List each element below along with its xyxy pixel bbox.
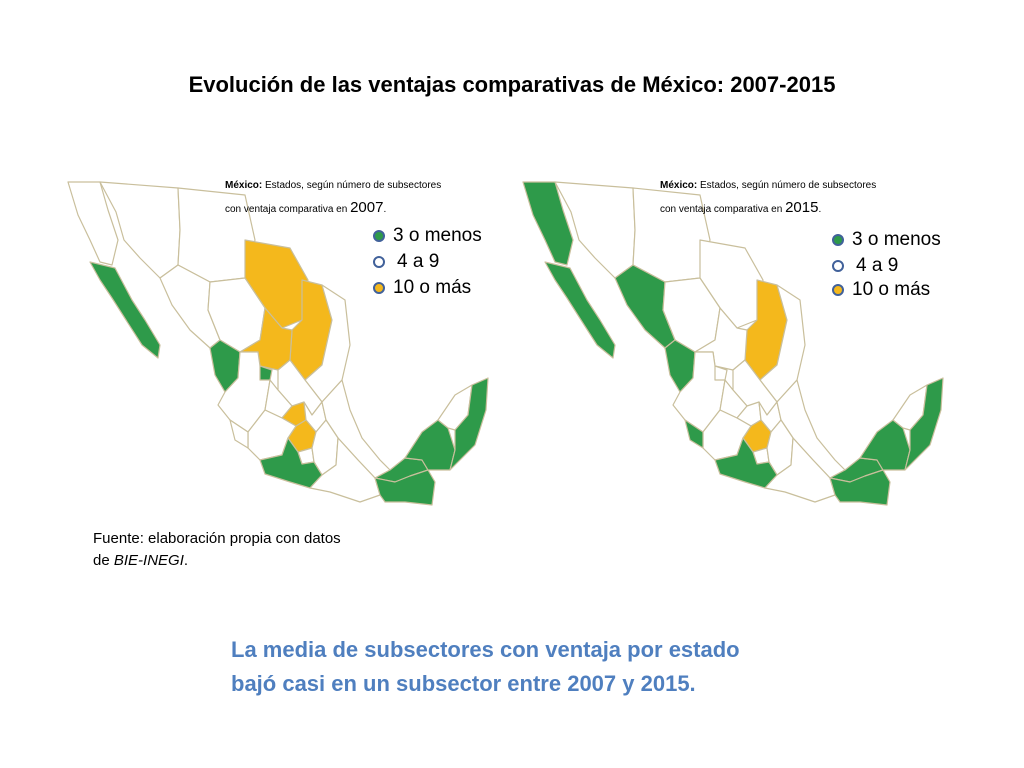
map-mexico-2015: [522, 181, 944, 506]
state-zacatecas: [239, 307, 293, 371]
state-colima: [684, 419, 704, 449]
legend-item-low: 3 o menos: [373, 225, 482, 247]
source-suffix: .: [183, 552, 189, 569]
conclusion-text: La media de subsectores con ventaja por …: [231, 633, 740, 701]
state-baja-california-sur: [544, 261, 616, 359]
legend-label: 4 a 9: [397, 251, 440, 272]
legend-label: 4 a 9: [856, 255, 899, 276]
state-colima: [229, 419, 249, 449]
source-italic: BIE-INEGI: [113, 552, 184, 569]
caption-line1: Estados, según número de subsectores: [262, 180, 442, 191]
source-note: Fuente: elaboración propia con datos de …: [93, 528, 341, 572]
legend-dot-high: [373, 282, 385, 294]
map-mexico-2007: [67, 181, 489, 506]
caption-end: .: [383, 204, 387, 215]
legend-dot-low: [832, 234, 844, 246]
state-quintana-roo: [449, 377, 489, 471]
source-line1: Fuente: elaboración propia con datos: [93, 530, 341, 547]
map-caption-2015: México: Estados, según número de subsect…: [660, 175, 876, 221]
state-baja-california-sur: [89, 261, 161, 359]
legend-item-mid: 4 a 9: [373, 251, 439, 273]
caption-bold: México:: [225, 180, 263, 191]
state-guerrero: [259, 437, 323, 489]
caption-line1: Estados, según número de subsectores: [697, 180, 877, 191]
legend-item-low: 3 o menos: [832, 229, 941, 251]
legend-item-high: 10 o más: [373, 277, 471, 299]
conclusion-line1: La media de subsectores con ventaja por …: [231, 637, 740, 662]
legend-label: 10 o más: [393, 277, 472, 298]
conclusion-line2: bajó casi en un subsector entre 2007 y 2…: [231, 671, 696, 696]
state-quintana-roo: [904, 377, 944, 471]
legend-label: 10 o más: [852, 279, 931, 300]
legend-label: 3 o menos: [393, 225, 482, 246]
legend-dot-mid: [832, 260, 844, 272]
state-zacatecas: [694, 307, 748, 371]
state-chiapas: [829, 469, 891, 506]
caption-year: 2015: [785, 199, 819, 216]
legend-item-mid: 4 a 9: [832, 255, 898, 277]
legend-label: 3 o menos: [852, 229, 941, 250]
legend-dot-mid: [373, 256, 385, 268]
map-caption-2007: México: Estados, según número de subsect…: [225, 175, 441, 221]
source-line2: de BIE-INEGI.: [93, 550, 341, 572]
state-baja-california: [522, 181, 574, 266]
state-guerrero: [714, 437, 778, 489]
caption-line2: con ventaja comparativa en: [660, 204, 786, 215]
legend-dot-low: [373, 230, 385, 242]
state-chiapas: [374, 469, 436, 506]
legend-dot-high: [832, 284, 844, 296]
caption-end: .: [818, 204, 822, 215]
caption-year: 2007: [350, 199, 384, 216]
state-baja-california: [67, 181, 119, 266]
caption-line2: con ventaja comparativa en: [225, 204, 351, 215]
legend-item-high: 10 o más: [832, 279, 930, 301]
source-prefix: de: [93, 552, 114, 569]
caption-bold: México:: [660, 180, 698, 191]
slide-title: Evolución de las ventajas comparativas d…: [188, 72, 836, 97]
